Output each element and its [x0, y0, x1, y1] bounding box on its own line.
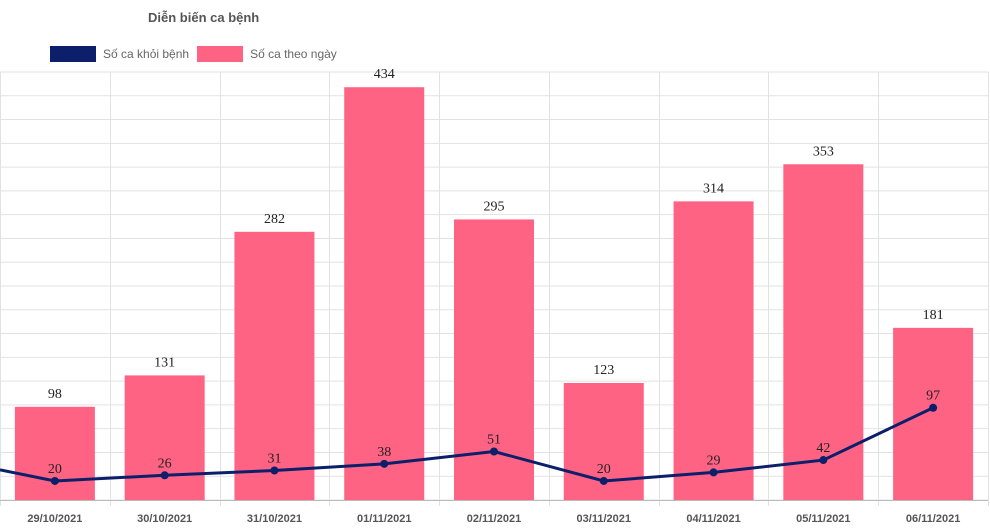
- x-tick-label: 31/10/2021: [247, 513, 302, 525]
- line-point[interactable]: [380, 459, 389, 468]
- line-value-label: 51: [487, 432, 501, 447]
- bar-value-label: 181: [923, 308, 944, 323]
- line-value-label: 42: [816, 441, 830, 456]
- legend-item-recovered[interactable]: Số ca khỏi bệnh: [50, 46, 189, 62]
- line-value-label: 38: [377, 445, 391, 460]
- legend-swatch-recovered: [50, 46, 96, 62]
- line-point[interactable]: [50, 476, 59, 485]
- x-tick-label: 01/11/2021: [357, 513, 411, 525]
- line-point[interactable]: [709, 468, 718, 477]
- bar[interactable]: [344, 87, 425, 501]
- line-value-label: 26: [158, 456, 172, 471]
- x-tick-label: 05/11/2021: [796, 513, 850, 525]
- x-tick-label: 03/11/2021: [577, 513, 631, 525]
- bar-value-label: 282: [264, 212, 285, 227]
- line-point[interactable]: [819, 456, 828, 465]
- x-tick-label: 29/10/2021: [27, 513, 82, 525]
- bar-value-label: 353: [813, 144, 834, 159]
- bar-value-label: 434: [374, 67, 395, 82]
- bar-series: [14, 87, 974, 501]
- value-labels: 98 131 282 434 295 123 314 353 181 20 26 31 38 51 20 29…: [48, 67, 944, 477]
- legend-item-daily[interactable]: Số ca theo ngày: [197, 46, 337, 62]
- bar[interactable]: [673, 201, 754, 500]
- line-value-label: 31: [267, 452, 281, 467]
- line-value-label: 20: [48, 462, 62, 477]
- x-tick-label: 04/11/2021: [686, 513, 740, 525]
- line-point[interactable]: [599, 476, 608, 485]
- line-point[interactable]: [270, 466, 279, 475]
- x-tick-label: 30/10/2021: [137, 513, 192, 525]
- bar[interactable]: [783, 164, 864, 500]
- bar[interactable]: [893, 327, 974, 500]
- line-point[interactable]: [160, 471, 169, 480]
- x-axis-ticks: 29/10/2021 30/10/2021 31/10/2021 01/11/2021…: [27, 513, 960, 525]
- bar[interactable]: [14, 406, 95, 500]
- bar-value-label: 131: [154, 355, 175, 370]
- legend: Số ca khỏi bệnh Số ca theo ngày: [50, 46, 345, 62]
- x-tick-label: 02/11/2021: [467, 513, 521, 525]
- legend-label-daily: Số ca theo ngày: [250, 47, 337, 61]
- bar[interactable]: [234, 231, 315, 500]
- legend-label-recovered: Số ca khỏi bệnh: [103, 47, 190, 61]
- bar[interactable]: [124, 375, 205, 500]
- line-point[interactable]: [929, 403, 938, 412]
- bar-value-label: 314: [703, 181, 724, 196]
- bar-value-label: 295: [484, 199, 505, 214]
- recovered-line: [0, 406, 934, 483]
- bar-value-label: 123: [593, 363, 614, 378]
- line-value-label: 29: [707, 453, 721, 468]
- line-point[interactable]: [490, 447, 498, 456]
- line-value-label: 97: [926, 389, 940, 404]
- x-tick-label: 06/11/2021: [906, 513, 960, 525]
- legend-swatch-daily: [197, 46, 244, 62]
- line-series: [0, 403, 938, 485]
- line-value-label: 20: [597, 462, 611, 477]
- chart-title: Diễn biến ca bệnh: [148, 10, 260, 25]
- bar-value-label: 98: [48, 387, 62, 402]
